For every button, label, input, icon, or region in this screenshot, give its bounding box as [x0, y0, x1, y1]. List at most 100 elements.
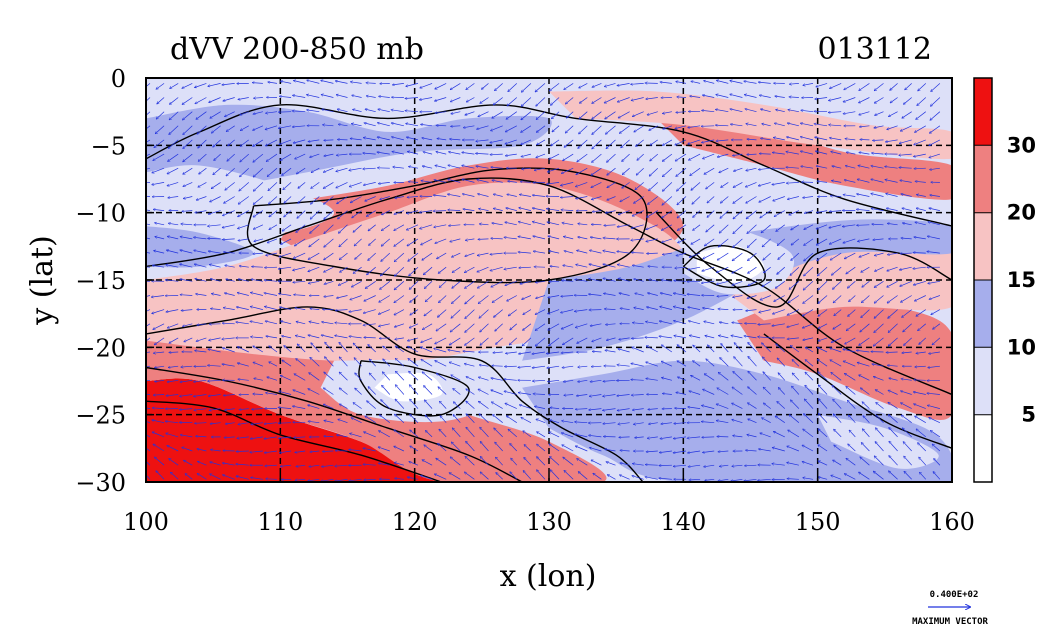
wind-vector: [183, 125, 193, 135]
wind-vector: [146, 309, 151, 312]
wind-vector: [745, 323, 757, 324]
wind-vector: [536, 281, 546, 282]
wind-vector: [153, 209, 165, 210]
wind-vector: [351, 124, 362, 127]
wind-vector: [324, 266, 334, 272]
wind-vector: [180, 379, 193, 382]
wind-vector: [477, 266, 489, 272]
wind-vector: [184, 337, 193, 342]
wind-vector: [914, 168, 926, 169]
wind-vector: [382, 372, 391, 381]
wind-vector: [182, 447, 193, 452]
wind-vector: [449, 225, 461, 226]
wind-vector: [490, 139, 503, 143]
wind-vector: [436, 152, 447, 155]
wind-vector: [379, 463, 390, 466]
wind-vector: [383, 346, 391, 353]
wind-vector: [619, 437, 630, 438]
wind-vector: [423, 323, 433, 330]
wind-vector: [409, 385, 419, 395]
wind-vector: [307, 110, 320, 113]
contour-line: [146, 177, 952, 396]
wind-vector: [267, 238, 278, 243]
wind-vector: [183, 182, 193, 186]
wind-vector: [212, 294, 221, 296]
wind-vector: [224, 437, 235, 438]
wind-vector: [208, 380, 221, 381]
wind-vector: [466, 427, 475, 438]
wind-vector: [535, 323, 546, 331]
wind-vector: [153, 153, 165, 160]
wind-vector: [293, 95, 306, 98]
wind-vector: [421, 359, 433, 367]
wind-vector: [324, 252, 334, 260]
wind-vector: [311, 196, 320, 205]
wind-vector: [238, 379, 249, 380]
wind-vector: [350, 295, 362, 300]
wind-vector: [251, 478, 263, 480]
wind-vector: [394, 281, 405, 289]
wind-vector: [166, 394, 179, 396]
wind-vector: [155, 223, 165, 226]
wind-vector: [476, 166, 489, 169]
wind-vector: [323, 451, 334, 452]
wind-vector: [394, 252, 405, 262]
wind-vector: [394, 238, 405, 246]
wind-vector: [194, 250, 207, 254]
wind-vector: [146, 153, 151, 157]
wind-vector: [222, 323, 235, 324]
wind-vector: [549, 420, 560, 424]
wind-vector: [465, 309, 475, 319]
wind-vector: [449, 152, 461, 155]
wind-vector: [395, 399, 405, 409]
wind-vector: [353, 343, 362, 353]
wind-vector: [155, 457, 165, 466]
wind-vector: [535, 406, 546, 409]
wind-vector: [394, 463, 404, 466]
wind-vector: [435, 361, 447, 367]
wind-vector: [363, 323, 376, 325]
wind-vector: [167, 379, 179, 382]
wind-vector: [520, 195, 531, 197]
wind-vector: [146, 365, 151, 368]
wind-vector: [437, 139, 447, 141]
wind-vector: [339, 372, 348, 381]
wind-vector: [492, 180, 503, 183]
wind-vector: [308, 478, 320, 481]
wind-vector: [154, 139, 165, 148]
y-tick-label: −10: [75, 200, 126, 228]
wind-vector: [507, 416, 517, 423]
wind-vector: [508, 429, 518, 438]
y-tick-label: −25: [75, 402, 126, 430]
wind-vector: [214, 153, 221, 160]
wind-vector: [552, 125, 560, 132]
wind-vector: [462, 165, 475, 169]
wind-vector: [492, 366, 503, 367]
wind-vector: [420, 97, 433, 100]
max-vector-key: 0.400E+02 MAXIMUM VECTOR: [912, 590, 988, 627]
wind-vector: [438, 443, 447, 452]
wind-vector: [352, 280, 362, 287]
wind-vector: [338, 210, 348, 219]
wind-vector: [368, 345, 376, 353]
wind-vector: [420, 347, 433, 353]
wind-vector: [238, 279, 249, 282]
wind-vector: [476, 139, 489, 141]
wind-vector: [280, 153, 292, 160]
wind-vector: [394, 266, 405, 276]
wind-vector: [453, 402, 461, 409]
wind-vector: [449, 337, 461, 345]
colorbar-label: 20: [1007, 201, 1036, 225]
colorbar-swatch: [974, 347, 992, 415]
wind-vector: [702, 437, 715, 438]
wind-vector: [535, 337, 546, 346]
wind-vector: [183, 167, 193, 174]
wind-vector: [197, 125, 207, 134]
wind-vector: [324, 388, 334, 395]
wind-vector: [294, 437, 306, 438]
wind-vector: [308, 405, 320, 409]
wind-vector: [324, 153, 334, 156]
wind-vector: [222, 224, 235, 228]
wind-vector: [210, 279, 221, 282]
wind-vector: [450, 238, 461, 242]
